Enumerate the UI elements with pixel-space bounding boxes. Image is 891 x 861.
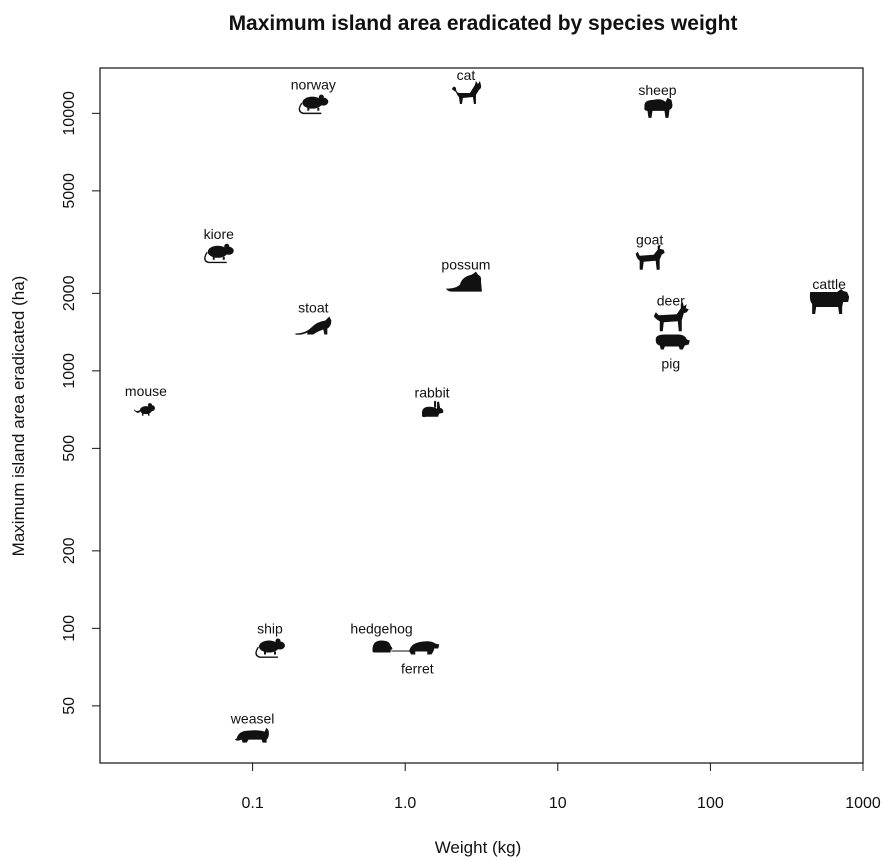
x-tick-label: 1000 [845, 795, 881, 812]
point-label: mouse [125, 383, 167, 399]
x-axis: 0.1 1.0 10 100 1000 [241, 763, 881, 812]
data-point: sheep [638, 82, 677, 118]
y-tick-label: 100 [61, 615, 78, 642]
point-label: hedgehog [350, 621, 412, 637]
data-point: cat [451, 67, 482, 104]
y-tick-label: 2000 [61, 275, 78, 311]
point-label: ferret [401, 661, 434, 677]
y-tick-label: 1000 [61, 353, 78, 389]
point-label: cat [457, 67, 476, 83]
stoat-icon [295, 316, 332, 335]
data-point: possum [441, 257, 490, 292]
goat-icon [635, 244, 665, 270]
data-point: rabbit [415, 385, 450, 417]
data-point: goat [635, 232, 665, 270]
plot-frame [99, 67, 864, 764]
possum-icon [445, 271, 482, 292]
hedgehog-icon [372, 640, 393, 653]
rabbit-icon [421, 400, 444, 417]
data-points: mouse kiore norway stoat ship weasel cat possum… [125, 67, 850, 743]
x-axis-label: Weight (kg) [435, 838, 522, 857]
data-point: norway [291, 77, 336, 115]
point-label: sheep [638, 82, 676, 98]
point-label: weasel [230, 711, 275, 727]
point-label: possum [441, 257, 490, 273]
pig-icon [655, 334, 690, 350]
point-label: cattle [812, 276, 846, 292]
data-point: mouse [125, 383, 167, 416]
x-tick-label: 1.0 [394, 795, 416, 812]
rat-icon [204, 243, 234, 264]
mouse-icon [133, 403, 155, 416]
y-tick-label: 200 [61, 537, 78, 564]
point-label: pig [661, 356, 680, 372]
point-label: ship [257, 621, 283, 637]
data-point: cattle [809, 276, 850, 315]
y-tick-label: 50 [61, 697, 78, 715]
weasel-icon [234, 727, 269, 743]
data-point: weasel [230, 711, 275, 743]
x-tick-label: 0.1 [241, 795, 263, 812]
data-point: pig [655, 334, 690, 372]
x-tick-label: 10 [549, 795, 567, 812]
data-point: ferret [391, 641, 440, 677]
y-tick-label: 5000 [61, 173, 78, 209]
data-point: kiore [204, 226, 235, 264]
y-tick-label: 500 [61, 435, 78, 462]
rat-icon [298, 94, 329, 115]
x-tick-label: 100 [697, 795, 724, 812]
point-label: deer [657, 292, 685, 308]
ferret-icon [391, 641, 440, 655]
deer-icon [653, 302, 689, 332]
point-label: kiore [204, 226, 235, 242]
y-axis-label: Maximum island area eradicated (ha) [9, 276, 28, 557]
sheep-icon [644, 97, 673, 118]
point-label: rabbit [415, 385, 450, 401]
data-point: deer [653, 292, 689, 332]
cat-icon [451, 80, 482, 104]
data-point: stoat [295, 300, 332, 335]
y-axis: 50 100 200 500 1000 2000 5000 10000 [61, 91, 100, 715]
point-label: goat [636, 232, 663, 248]
data-point: hedgehog [350, 621, 413, 653]
rat-icon [255, 638, 285, 658]
chart-title: Maximum island area eradicated by specie… [229, 12, 738, 35]
data-point: ship [255, 621, 285, 658]
point-label: stoat [298, 300, 328, 316]
point-label: norway [291, 77, 336, 93]
y-tick-label: 10000 [61, 91, 78, 136]
cattle-icon [809, 289, 850, 315]
